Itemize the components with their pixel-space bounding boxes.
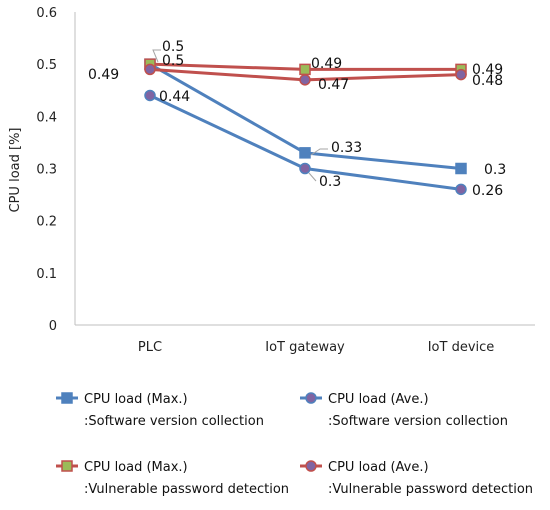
legend-sublabel: :Vulnerable password detection <box>84 482 289 497</box>
data-label: 0.33 <box>331 140 362 156</box>
x-tick-label: IoT gateway <box>265 340 345 355</box>
data-label: 0.49 <box>472 62 503 78</box>
legend-label: CPU load (Max.) <box>84 392 188 407</box>
legend-sublabel: :Vulnerable password detection <box>328 482 533 497</box>
legend-marker <box>61 460 73 472</box>
legend-marker <box>61 392 73 404</box>
axes <box>74 12 535 326</box>
data-label: 0.49 <box>311 56 342 72</box>
legend: CPU load (Max.) :Software version collect… <box>56 392 533 497</box>
data-point <box>299 147 311 159</box>
y-tick-label: 0.2 <box>36 215 57 230</box>
series-2 <box>144 89 467 196</box>
legend-label: CPU load (Ave.) <box>328 460 429 475</box>
legend-label: CPU load (Ave.) <box>328 392 429 407</box>
data-label: 0.49 <box>88 67 119 83</box>
legend-label: CPU load (Max.) <box>84 460 188 475</box>
data-label: 0.3 <box>319 174 341 190</box>
y-tick-label: 0.1 <box>36 267 57 282</box>
x-tick-label: IoT device <box>428 340 495 355</box>
legend-sublabel: :Software version collection <box>84 414 264 429</box>
label-leader-line <box>310 148 328 156</box>
label-leader-line <box>152 49 161 63</box>
y-tick-label: 0.6 <box>36 6 57 21</box>
legend-item-2: CPU load (Ave.) :Software version collect… <box>300 392 508 429</box>
data-point <box>299 63 311 76</box>
x-tick-labels: PLC IoT gateway IoT device <box>138 340 494 355</box>
data-label: 0.47 <box>318 77 349 93</box>
series-4 <box>144 63 467 86</box>
legend-item-4: CPU load (Ave.) :Vulnerable password dete… <box>300 460 533 497</box>
data-label: 0.44 <box>159 89 190 105</box>
x-tick-label: PLC <box>138 340 162 355</box>
legend-sublabel: :Software version collection <box>328 414 508 429</box>
y-tick-label: 0.4 <box>36 110 57 125</box>
legend-marker <box>305 460 317 472</box>
y-axis-title: CPU load [%] <box>8 128 23 213</box>
legend-item-1: CPU load (Max.) :Software version collect… <box>56 392 264 429</box>
data-point <box>455 162 467 175</box>
data-point <box>299 74 311 86</box>
data-label: 0.26 <box>472 183 503 199</box>
legend-item-3: CPU load (Max.) :Vulnerable password dete… <box>56 460 289 497</box>
data-point <box>455 68 467 81</box>
data-label: 0.5 <box>162 39 184 55</box>
y-tick-label: 0 <box>49 319 57 334</box>
legend-marker <box>305 392 317 404</box>
data-label: 0.5 <box>162 53 184 69</box>
data-point <box>144 63 156 76</box>
data-labels: 0.5 0.33 0.3 0.44 0.3 0.26 0.5 0.49 0.49 0.49 0.47… <box>88 39 506 199</box>
data-point <box>144 89 156 102</box>
y-tick-labels: 0 0.1 0.2 0.3 0.4 0.5 0.6 <box>36 6 57 334</box>
label-leader-line <box>308 172 317 182</box>
data-point <box>299 162 311 175</box>
series <box>144 58 467 196</box>
data-label: 0.3 <box>484 162 506 178</box>
data-label: 0.48 <box>472 73 503 89</box>
data-point <box>455 183 467 196</box>
y-tick-label: 0.5 <box>36 58 57 73</box>
y-tick-label: 0.3 <box>36 163 57 178</box>
